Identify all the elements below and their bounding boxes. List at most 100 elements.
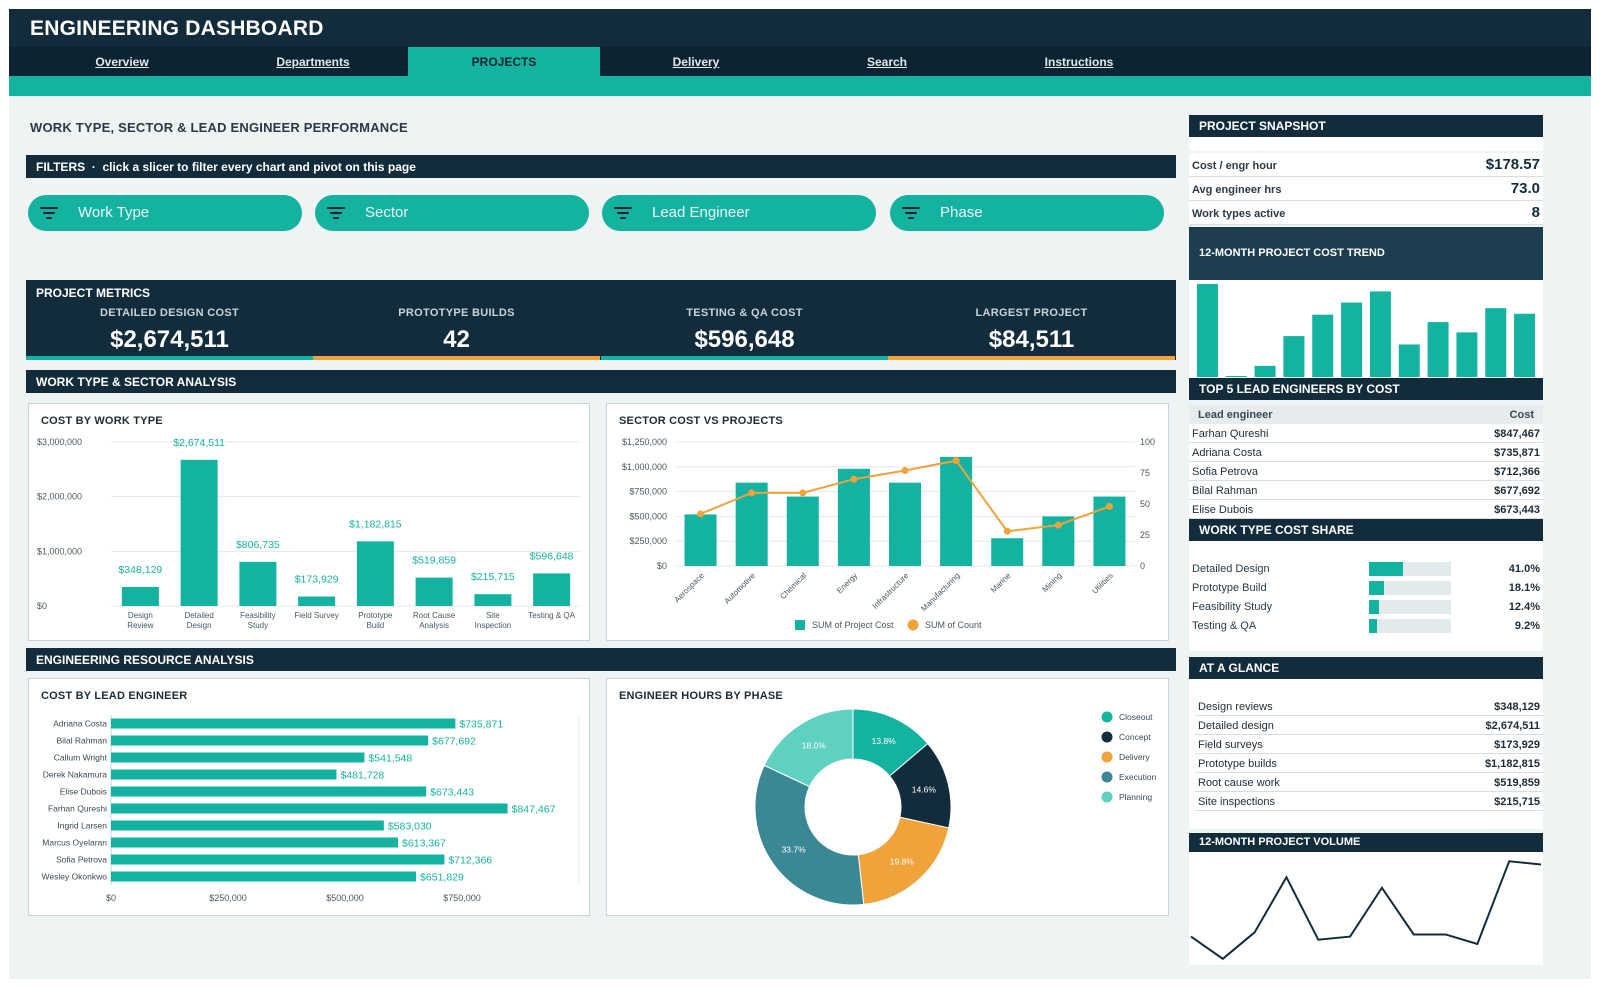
snapshot-header: PROJECT SNAPSHOT	[1189, 115, 1543, 137]
bar	[111, 752, 365, 763]
count-point	[850, 475, 858, 483]
share-label: Prototype Build	[1192, 582, 1267, 594]
slice-label: 14.6%	[912, 784, 937, 794]
bar	[1196, 284, 1218, 377]
dashboard: ENGINEERING DASHBOARD Overview Departmen…	[9, 9, 1591, 979]
cost-share-header: WORK TYPE COST SHARE	[1189, 519, 1543, 541]
data-label: $541,548	[368, 753, 412, 765]
dashboard-title: ENGINEERING DASHBOARD	[30, 17, 324, 40]
share-fill	[1369, 562, 1403, 576]
y-tick-label: $1,250,000	[622, 437, 667, 447]
snapshot-value: 73.0	[1510, 180, 1540, 197]
tab-projects[interactable]: PROJECTS	[408, 47, 600, 76]
snapshot-label: Avg engineer hrs	[1192, 184, 1282, 196]
filters-header: FILTERS · click a slicer to filter every…	[26, 155, 1176, 178]
x-tick-label: Build	[366, 621, 384, 630]
kpi-accent-line	[313, 356, 600, 360]
snapshot-label: Work types active	[1192, 208, 1286, 220]
bar	[111, 837, 399, 848]
y-tick-label: $750,000	[629, 487, 667, 497]
tab-instructions[interactable]: Instructions	[1044, 55, 1114, 69]
bar	[111, 769, 337, 780]
count-point	[748, 489, 756, 497]
bar	[1283, 336, 1305, 377]
bar	[786, 496, 819, 566]
glance-row: Site inspections $215,715	[1195, 792, 1543, 811]
y-tick-label: Bilal Rahman	[56, 736, 107, 746]
y-tick-label: Ingrid Larsen	[57, 821, 107, 831]
share-row: Detailed Design 41.0%	[1189, 559, 1543, 578]
chart-title: ENGINEER HOURS BY PHASE	[619, 690, 783, 702]
glance-row: Root cause work $519,859	[1195, 773, 1543, 792]
glance-value: $2,674,511	[1485, 720, 1540, 732]
count-point	[799, 489, 807, 497]
project-volume-box	[1189, 852, 1543, 965]
tab-departments[interactable]: Departments	[276, 55, 350, 69]
kpi-accent-line	[601, 356, 888, 360]
data-label: $481,728	[340, 770, 384, 782]
table-row: Elise Dubois $673,443	[1189, 500, 1543, 519]
bar	[111, 803, 508, 814]
x-tick-label: Feasibility	[240, 611, 276, 620]
x-tick-label: Testing & QA	[528, 611, 575, 620]
bar	[533, 573, 571, 606]
bar	[121, 586, 159, 606]
share-track	[1369, 619, 1451, 633]
y-tick-label: $0	[37, 601, 47, 611]
tab-overview[interactable]: Overview	[95, 55, 149, 69]
legend-swatch	[795, 620, 805, 630]
donut-slice	[763, 708, 854, 788]
slice-label: 33.7%	[782, 844, 807, 854]
bar	[298, 596, 336, 606]
data-label: $712,366	[448, 855, 492, 867]
snapshot-row: Avg engineer hrs 73.0	[1189, 177, 1543, 201]
y2-tick-label: 50	[1140, 499, 1150, 509]
legend-label: Execution	[1119, 772, 1157, 782]
data-label: $651,829	[420, 872, 464, 884]
data-label: $2,674,511	[173, 437, 225, 449]
x-tick-label: Energy	[835, 571, 859, 595]
cost-by-work-type-chart: $0 $1,000,000 $2,000,000 $3,000,000 $348,129…	[37, 437, 581, 630]
share-label: Testing & QA	[1192, 620, 1257, 632]
filter-icon	[614, 207, 632, 219]
share-pct: 9.2%	[1514, 620, 1540, 632]
y-tick-label: $0	[657, 561, 667, 571]
bar	[111, 871, 417, 882]
y-tick-label: Farhan Qureshi	[48, 804, 107, 814]
glance-label: Site inspections	[1198, 796, 1276, 808]
engineer-cost: $847,467	[1494, 428, 1540, 440]
y-tick-label: Derek Nakamura	[43, 770, 108, 780]
data-label: $519,859	[412, 555, 456, 567]
bar	[415, 577, 453, 606]
bar	[474, 594, 512, 606]
y-tick-label: $3,000,000	[37, 437, 82, 447]
tab-search[interactable]: Search	[866, 55, 908, 69]
engineer-name: Sofia Petrova	[1192, 466, 1259, 478]
data-label: $596,648	[530, 550, 574, 562]
slicer-sector[interactable]: Sector	[315, 195, 589, 231]
snapshot-row: Work types active 8	[1189, 201, 1543, 225]
chart-title: COST BY WORK TYPE	[41, 415, 163, 427]
bar	[684, 514, 717, 566]
slicer-phase[interactable]: Phase	[890, 195, 1164, 231]
legend-swatch	[1101, 791, 1113, 803]
glance-value: $519,859	[1494, 777, 1540, 789]
bar	[111, 718, 456, 729]
x-tick-label: Marine	[989, 571, 1013, 595]
glance-label: Detailed design	[1198, 720, 1274, 732]
glance-value: $173,929	[1494, 739, 1540, 751]
data-label: $847,467	[512, 804, 556, 816]
sector-cost-chart: $0 $250,000 $500,000 $750,000 $1,000,000 $1,2…	[622, 437, 1155, 631]
legend-swatch	[1101, 731, 1113, 743]
x-tick-label: $750,000	[443, 893, 481, 903]
y2-tick-label: 100	[1140, 437, 1155, 447]
slicer-label: Phase	[940, 204, 983, 221]
tab-delivery[interactable]: Delivery	[672, 55, 720, 69]
slicer-work-type[interactable]: Work Type	[28, 195, 302, 231]
data-label: $1,182,815	[349, 518, 402, 530]
x-tick-label: Aerospace	[673, 571, 707, 605]
share-row: Prototype Build 18.1%	[1189, 578, 1543, 597]
cost-trend-header: 12-MONTH PROJECT COST TREND	[1189, 227, 1543, 280]
table-row: Adriana Costa $735,871	[1189, 443, 1543, 462]
slicer-lead-engineer[interactable]: Lead Engineer	[602, 195, 876, 231]
